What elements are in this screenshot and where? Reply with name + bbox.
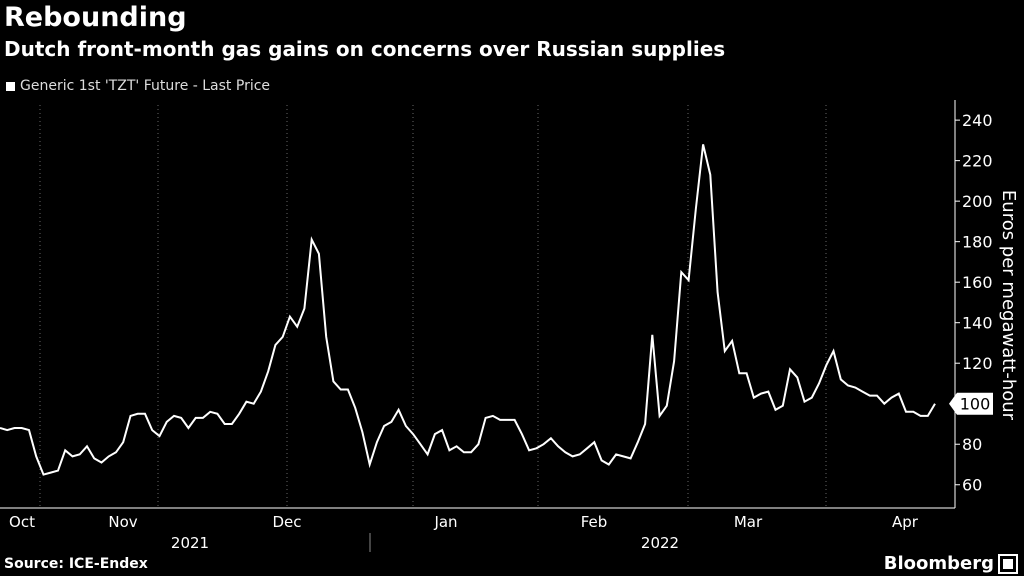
brand-text: Bloomberg — [883, 553, 994, 574]
bloomberg-logo: Bloomberg — [884, 553, 1018, 574]
last-value-label-group: 100 — [949, 392, 993, 415]
legend-label: Generic 1st 'TZT' Future - Last Price — [20, 78, 271, 94]
y-tick-label: 180 — [962, 233, 993, 252]
y-tick-label: 160 — [962, 273, 993, 292]
y-tick-label: 200 — [962, 192, 993, 211]
last-value-label: 100 — [960, 395, 991, 414]
legend-swatch — [6, 81, 15, 91]
x-tick-label: Apr — [892, 513, 919, 531]
y-tick-label: 240 — [962, 111, 993, 130]
x-tick-label: Mar — [734, 513, 763, 531]
year-label: 2021 — [171, 534, 209, 552]
y-tick-label: 140 — [962, 314, 993, 333]
x-tick-label: Dec — [272, 513, 301, 531]
axes — [0, 100, 960, 552]
y-axis-label: Euros per megawatt-hour — [998, 190, 1019, 421]
x-tick-label: Feb — [581, 513, 608, 531]
x-tick-label: Jan — [433, 513, 457, 531]
source-note: Source: ICE-Endex — [4, 556, 148, 572]
chart-title: Rebounding — [4, 2, 187, 33]
series-line — [0, 144, 936, 476]
last-value-tag — [949, 392, 993, 415]
y-tick-label: 220 — [962, 152, 993, 171]
chart-subtitle: Dutch front-month gas gains on concerns … — [4, 37, 726, 61]
x-tick-label: Oct — [9, 513, 35, 531]
y-tick-label: 60 — [962, 476, 982, 495]
tick-labels: 60 80 100 120 140 160 180 200 220 240 Oct Nov Dec Jan… — [9, 111, 993, 552]
y-tick-label: 120 — [962, 354, 993, 373]
bloomberg-mark-icon — [998, 553, 1018, 574]
year-label: 2022 — [641, 534, 679, 552]
x-tick-label: Nov — [108, 513, 137, 531]
y-tick-label: 80 — [962, 435, 982, 454]
legend: Generic 1st 'TZT' Future - Last Price — [6, 78, 270, 94]
